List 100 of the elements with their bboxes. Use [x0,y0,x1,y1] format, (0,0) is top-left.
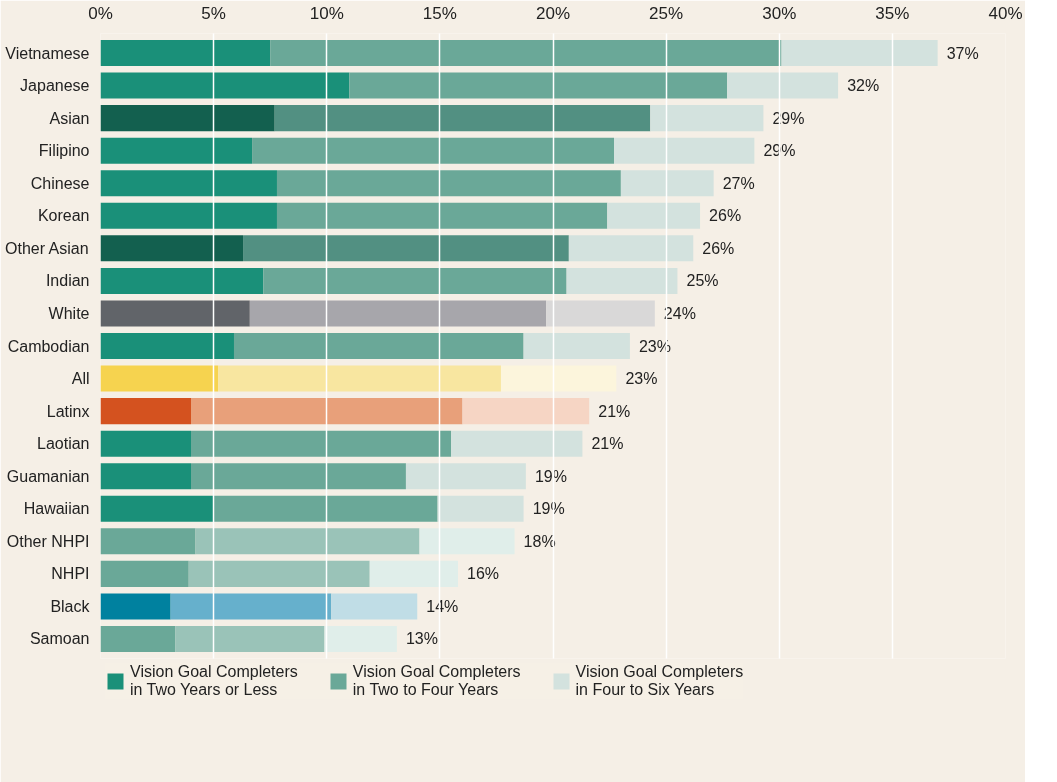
bar [100,170,277,197]
x-tick-label: 5% [201,3,226,23]
bar [233,332,524,360]
bar [781,40,938,67]
y-tick-label: Samoan [29,630,90,648]
bar [191,398,463,425]
y-tick-label: Guamanian [6,467,90,485]
bar [195,528,420,555]
bar [727,72,839,99]
y-tick-label: Other Asian [5,239,89,257]
bar [100,72,350,99]
y-tick-label: Filipino [38,142,90,160]
bar [462,398,590,425]
bar [523,332,630,360]
y-tick-label: Asian [49,109,90,127]
bar [100,495,214,522]
x-tick-label: 30% [762,3,797,23]
y-tick-label: Other NHPI [6,532,90,550]
bar [191,430,452,457]
x-tick-label: 35% [875,3,910,23]
bar [650,105,764,132]
bar [100,105,275,132]
bar [349,72,728,99]
y-tick-label: NHPI [51,565,90,583]
bar [324,625,397,652]
bar [249,300,547,327]
bar [170,593,332,620]
y-tick-label: Korean [37,207,90,225]
bar [500,365,617,392]
bar [100,137,253,164]
y-tick-label: All [71,370,90,388]
bar [405,463,526,490]
total-label: 14% [426,597,459,615]
y-tick-label: Latinx [46,402,90,420]
bar [100,593,171,620]
x-tick-label: 0% [88,3,113,23]
x-tick-label: 15% [422,3,457,23]
bar [100,463,191,490]
bar [100,300,250,327]
total-label: 21% [598,402,631,420]
legend-label: Vision Goal Completers in Two Years or Less [130,663,298,699]
bar [100,365,219,392]
bar [263,267,567,294]
bar [566,267,678,294]
x-tick-label: 10% [309,3,344,23]
total-label: 37% [946,44,979,62]
y-tick-label: Indian [45,272,90,290]
bar [100,202,277,229]
total-label: 16% [467,565,500,583]
total-label: 27% [722,174,755,192]
y-tick-label: Hawaiian [23,500,90,518]
bar [437,495,524,522]
bar [274,105,651,132]
bar [100,398,191,425]
bar [614,137,755,164]
bar [568,235,694,262]
bar [100,430,191,457]
y-tick-label: White [48,304,90,322]
y-tick-label: Japanese [20,77,90,95]
bar [100,267,264,294]
total-label: 21% [591,435,624,453]
x-tick-label: 20% [535,3,571,23]
y-tick-label: Chinese [30,174,90,192]
bar [191,463,406,490]
bar [419,528,515,555]
bar [369,560,458,587]
x-tick-label: 25% [649,3,684,23]
total-label: 26% [702,239,735,257]
bar [100,40,271,67]
bar [270,40,782,67]
bar [100,332,234,360]
total-label: 19% [532,500,565,518]
total-label: 23% [625,370,658,388]
legend-label: Vision Goal Completers in Four to Six Years [575,663,744,699]
y-tick-label: Black [50,597,91,615]
bar [218,365,501,392]
total-label: 18% [523,532,556,550]
total-label: 25% [686,272,719,290]
bar [100,235,244,262]
bar [276,202,608,229]
y-tick-label: Vietnamese [5,44,90,62]
total-label: 13% [405,630,438,648]
y-tick-label: Cambodian [7,337,90,355]
bar [252,137,615,164]
x-tick-label: 40% [988,3,1023,23]
total-label: 19% [534,467,567,485]
bar [213,495,438,522]
bar [175,625,325,652]
total-label: 26% [709,207,742,225]
bar [607,202,701,229]
bar [188,560,370,587]
y-tick-label: Laotian [37,435,90,453]
bar [451,430,583,457]
bar [331,593,418,620]
legend-label: Vision Goal Completers in Two to Four Years [352,663,521,699]
bar [546,300,655,327]
bar [276,170,621,197]
total-label: 24% [663,304,696,322]
bar [620,170,714,197]
total-label: 32% [847,77,880,95]
